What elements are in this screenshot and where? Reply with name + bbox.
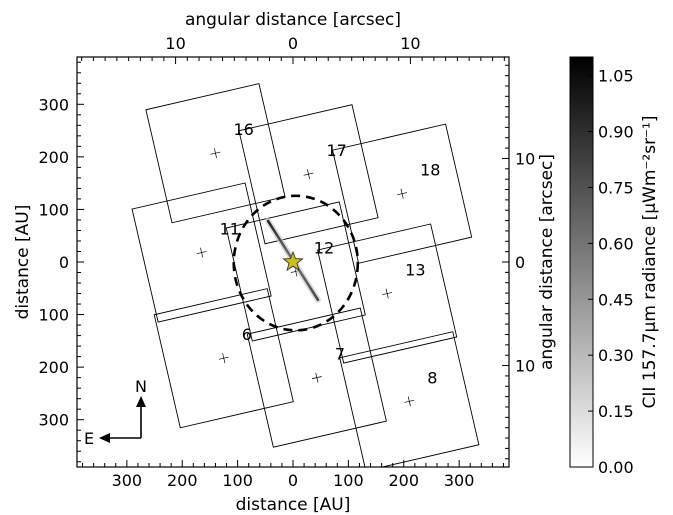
spaxel-17 bbox=[238, 104, 379, 245]
x-axis-label-bottom: distance [AU] bbox=[236, 495, 351, 515]
y-tick-label-left: 200 bbox=[38, 148, 69, 167]
colorbar-ticks: 0.00 0.15 0.30 0.45 0.60 0.75 0.90 1.05 bbox=[588, 67, 634, 477]
spaxel-center-marker bbox=[407, 396, 411, 407]
colorbar-tick-label: 0.45 bbox=[598, 290, 634, 309]
spaxel-square bbox=[317, 223, 458, 364]
colorbar-tick-label: 0.75 bbox=[598, 178, 634, 197]
x-tick-label-top: 0 bbox=[288, 34, 298, 53]
spaxel-center-marker bbox=[222, 353, 226, 364]
spaxel-label: 7 bbox=[335, 345, 345, 364]
colorbar-gradient bbox=[569, 56, 594, 468]
colorbar-tick-label: 1.05 bbox=[598, 67, 634, 86]
compass-north-arrowhead bbox=[136, 396, 146, 407]
x-tick-label-bottom: 200 bbox=[388, 471, 419, 490]
colorbar-tick-label: 0.60 bbox=[598, 234, 634, 253]
spaxel-square bbox=[238, 104, 379, 245]
spaxel-center-marker bbox=[213, 148, 217, 159]
spaxel-label: 13 bbox=[405, 261, 425, 280]
y-tick-label-right: 10 bbox=[515, 149, 535, 168]
spaxel-center-marker bbox=[307, 169, 310, 180]
y-axis-label-right: angular distance [arcsec] bbox=[537, 154, 557, 370]
spaxel-square bbox=[246, 307, 387, 448]
compass-east-arrowhead bbox=[99, 433, 110, 443]
spaxel-square bbox=[339, 331, 480, 467]
x-axis-label-top: angular distance [arcsec] bbox=[185, 10, 401, 30]
spaxel-square bbox=[131, 182, 272, 323]
x-tick-label-bottom: 300 bbox=[444, 471, 475, 490]
spaxel-square bbox=[145, 83, 286, 224]
x-tick-label-bottom: 100 bbox=[222, 471, 253, 490]
colorbar-tick-label: 0.00 bbox=[598, 458, 634, 477]
spaxel-8 bbox=[339, 331, 480, 467]
spaxel-label: 6 bbox=[242, 325, 252, 344]
spaxel-center-marker bbox=[385, 288, 389, 299]
dashed-ellipse bbox=[232, 194, 360, 332]
spaxel-18 bbox=[332, 123, 473, 264]
colorbar-tick-label: 0.15 bbox=[598, 402, 634, 421]
spaxel-label: 17 bbox=[327, 141, 347, 160]
spaxel-label: 8 bbox=[427, 368, 437, 387]
spaxel-11 bbox=[131, 182, 272, 323]
spaxel-6 bbox=[153, 288, 294, 429]
compass-east-label: E bbox=[84, 429, 94, 448]
axes-ticks: 300 200 100 0 100 200 300300200100010020030010… bbox=[38, 34, 535, 490]
x-tick-label-bottom: 100 bbox=[333, 471, 364, 490]
x-tick-label-bottom: 300 bbox=[112, 471, 143, 490]
star-marker bbox=[282, 250, 304, 272]
spaxel-square bbox=[153, 288, 294, 429]
spaxel-13 bbox=[317, 223, 458, 364]
y-tick-label-left: 0 bbox=[59, 253, 69, 272]
x-tick-label-top: 10 bbox=[165, 34, 185, 53]
colorbar: 0.00 0.15 0.30 0.45 0.60 0.75 0.90 1.05 CII 157… bbox=[569, 56, 660, 477]
x-tick-label-bottom: 200 bbox=[167, 471, 198, 490]
y-tick-label-right: 10 bbox=[515, 357, 535, 376]
y-tick-label-left: 300 bbox=[38, 411, 69, 430]
spaxel-square bbox=[225, 201, 366, 342]
spaxel-square bbox=[332, 123, 473, 264]
spaxel-center-marker bbox=[200, 247, 204, 258]
compass: NE bbox=[84, 377, 147, 448]
spaxel-center-marker bbox=[400, 188, 404, 199]
spaxel-7 bbox=[246, 307, 387, 448]
spaxel-label: 18 bbox=[420, 161, 440, 180]
spaxel-label: 11 bbox=[220, 220, 240, 239]
y-tick-label-left: 100 bbox=[38, 200, 69, 219]
y-axis-label-left: distance [AU] bbox=[13, 205, 33, 320]
spaxel-center-marker bbox=[315, 372, 319, 383]
spaxel-16 bbox=[145, 83, 286, 224]
x-tick-label-top: 10 bbox=[400, 34, 420, 53]
x-tick-label-bottom: 0 bbox=[288, 471, 298, 490]
y-tick-label-left: 200 bbox=[38, 358, 69, 377]
compass-north-label: N bbox=[135, 377, 147, 396]
y-tick-label-left: 300 bbox=[38, 95, 69, 114]
colorbar-tick-label: 0.90 bbox=[598, 123, 634, 142]
y-tick-label-left: 100 bbox=[38, 306, 69, 325]
colorbar-tick-label: 0.30 bbox=[598, 346, 634, 365]
y-tick-label-right: 0 bbox=[515, 253, 525, 272]
spaxel-label: 12 bbox=[314, 238, 334, 257]
colorbar-label: CII 157.7μm radiance [μWm⁻²sr⁻¹] bbox=[640, 116, 660, 409]
